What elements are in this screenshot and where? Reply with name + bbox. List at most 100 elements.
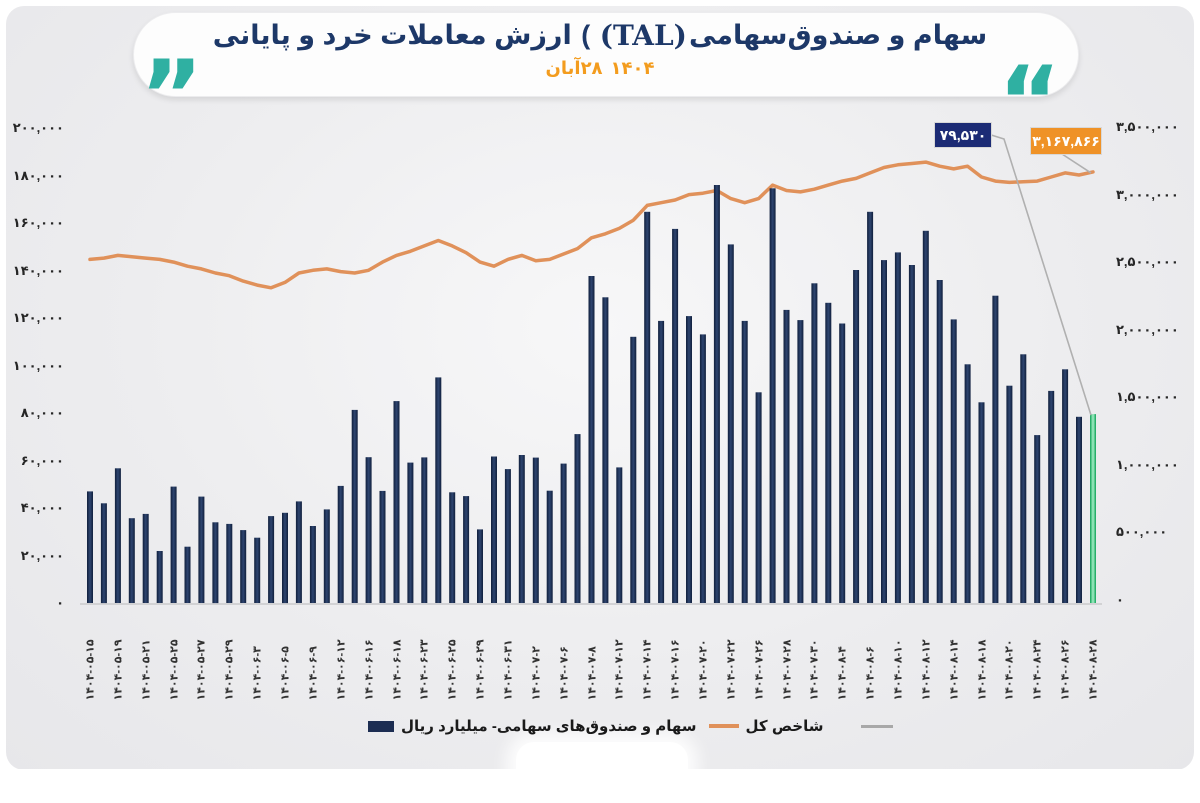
x-axis-label: ۱۴۰۴-۰۸-۲۶	[1059, 639, 1072, 701]
bar	[839, 323, 846, 603]
bar	[658, 320, 665, 603]
bar	[1062, 369, 1069, 603]
legend-item-bars: سهام و صندوق‌های سهامی- میلیارد ریال	[368, 717, 697, 735]
bar	[477, 529, 483, 603]
title-part1: ارزش معاملات خرد و پایانی	[212, 19, 572, 50]
bar	[435, 377, 442, 603]
left-axis-tick-label: ۱۰۰,۰۰۰	[12, 358, 64, 373]
x-axis-label: ۱۴۰۴-۰۸-۱۲	[920, 639, 933, 701]
x-axis-label: ۱۴۰۴-۰۷-۲۶	[753, 639, 766, 701]
bar	[198, 496, 205, 603]
bar	[783, 309, 790, 603]
x-axis-label: ۱۴۰۴-۰۸-۴	[836, 646, 849, 701]
x-axis-label: ۱۴۰۴-۰۵-۲۵	[168, 639, 181, 701]
subtitle-day-month: ۲۸آبان	[545, 58, 603, 78]
bar	[379, 490, 386, 603]
bar	[644, 211, 651, 604]
callout-leader-lines	[987, 133, 1092, 416]
x-axis-label: ۱۴۰۴-۰۷-۱۲	[613, 639, 626, 701]
right-axis-tick-label: ۲,۰۰۰,۰۰۰	[1116, 322, 1179, 337]
right-axis-tick-label: ۳,۵۰۰,۰۰۰	[1116, 119, 1179, 134]
right-axis-tick-label: ۱,۵۰۰,۰۰۰	[1116, 389, 1179, 404]
x-axis-label: ۱۴۰۴-۰۷-۲	[530, 646, 543, 701]
bar	[114, 468, 121, 603]
bar	[128, 518, 135, 603]
x-axis-label: ۱۴۰۴-۰۷-۶	[558, 646, 571, 701]
bar	[936, 280, 943, 603]
bar	[574, 434, 581, 603]
x-axis-label: ۱۴۰۴-۰۶-۲۹	[474, 639, 487, 701]
legend-item-leader	[835, 724, 900, 728]
bar	[950, 319, 957, 603]
x-axis-label: ۱۴۰۴-۰۷-۱۶	[669, 639, 682, 701]
bar	[337, 485, 344, 603]
bar	[881, 260, 887, 603]
gray-line-swatch-icon	[861, 724, 894, 728]
left-axis-tick-label: ۶۰,۰۰۰	[20, 453, 64, 468]
bar	[797, 320, 804, 603]
left-axis-tick-label: ۲۰,۰۰۰	[20, 548, 64, 563]
bar	[630, 336, 637, 603]
bar	[254, 537, 261, 603]
page-title: ارزش معاملات خرد و پایانی ( (TAL) سهام و …	[210, 17, 990, 53]
bar	[309, 526, 316, 603]
bar	[282, 512, 288, 604]
legend: سهام و صندوق‌های سهامی- میلیارد ریال شاخ…	[368, 714, 900, 738]
bar	[184, 546, 191, 603]
x-axis-label: ۱۴۰۴-۰۸-۲۴	[1031, 639, 1044, 701]
bar	[560, 463, 567, 603]
header-pill	[133, 12, 1079, 97]
legend-label-index: شاخص کل	[745, 718, 824, 735]
bar	[672, 228, 679, 603]
left-axis-tick-label: ۰	[56, 595, 64, 610]
bar	[894, 252, 901, 603]
bar	[268, 516, 275, 603]
x-axis-label: ۱۴۰۴-۰۷-۸	[586, 646, 598, 701]
bar	[755, 392, 762, 603]
bar	[1048, 390, 1055, 603]
x-axis-label: ۱۴۰۴-۰۶-۱۸	[391, 639, 403, 701]
bar	[616, 467, 623, 603]
bar	[351, 409, 358, 603]
subtitle-year: ۱۴۰۴	[610, 58, 655, 78]
bar	[964, 364, 971, 603]
bar-series	[87, 185, 1096, 604]
right-axis-tick-label: ۳,۰۰۰,۰۰۰	[1116, 187, 1179, 202]
x-axis-label: ۱۴۰۴-۰۶-۳۱	[502, 639, 515, 701]
bar	[825, 302, 832, 603]
bar	[463, 496, 470, 603]
bar	[867, 211, 874, 604]
right-axis-tick-label: ۵۰۰,۰۰۰	[1116, 524, 1168, 539]
bar	[713, 185, 720, 603]
title-part2: سهام و صندوق‌سهامی	[688, 19, 988, 50]
x-axis-label: ۱۴۰۴-۰۷-۳۰	[808, 639, 821, 701]
bar	[212, 522, 219, 604]
bar	[992, 295, 999, 603]
bar	[170, 486, 177, 603]
bar	[741, 320, 748, 603]
x-axis-label: ۱۴۰۴-۰۷-۲۲	[725, 639, 738, 701]
bar	[142, 513, 149, 603]
bar	[1034, 435, 1041, 603]
title-latin-tal: (TAL)	[599, 18, 687, 52]
bar-swatch-icon	[368, 720, 394, 732]
left-axis-tick-label: ۸۰,۰۰۰	[20, 405, 64, 420]
bar	[588, 276, 595, 603]
x-axis-label: ۱۴۰۴-۰۶-۲۵	[446, 639, 459, 701]
bar	[853, 270, 860, 603]
bar	[518, 455, 525, 603]
bar	[699, 334, 706, 603]
x-axis-label: ۱۴۰۴-۰۶-۹	[307, 646, 320, 701]
x-axis-label: ۱۴۰۴-۰۸-۲۰	[1003, 639, 1016, 701]
bar	[323, 509, 330, 603]
x-axis-label: ۱۴۰۴-۰۸-۱۰	[892, 639, 905, 701]
bar	[365, 457, 372, 603]
bar	[686, 316, 692, 603]
x-axis-label: ۱۴۰۴-۰۸-۱۸	[976, 639, 988, 701]
bar	[1020, 354, 1027, 603]
leader-to-line-end	[1061, 153, 1092, 174]
highlighted-last-bar	[1090, 414, 1096, 603]
x-axis-label: ۱۴۰۴-۰۸-۶	[864, 646, 877, 701]
right-axis-tick-label: ۲,۵۰۰,۰۰۰	[1116, 254, 1179, 269]
index-line	[88, 160, 1095, 290]
